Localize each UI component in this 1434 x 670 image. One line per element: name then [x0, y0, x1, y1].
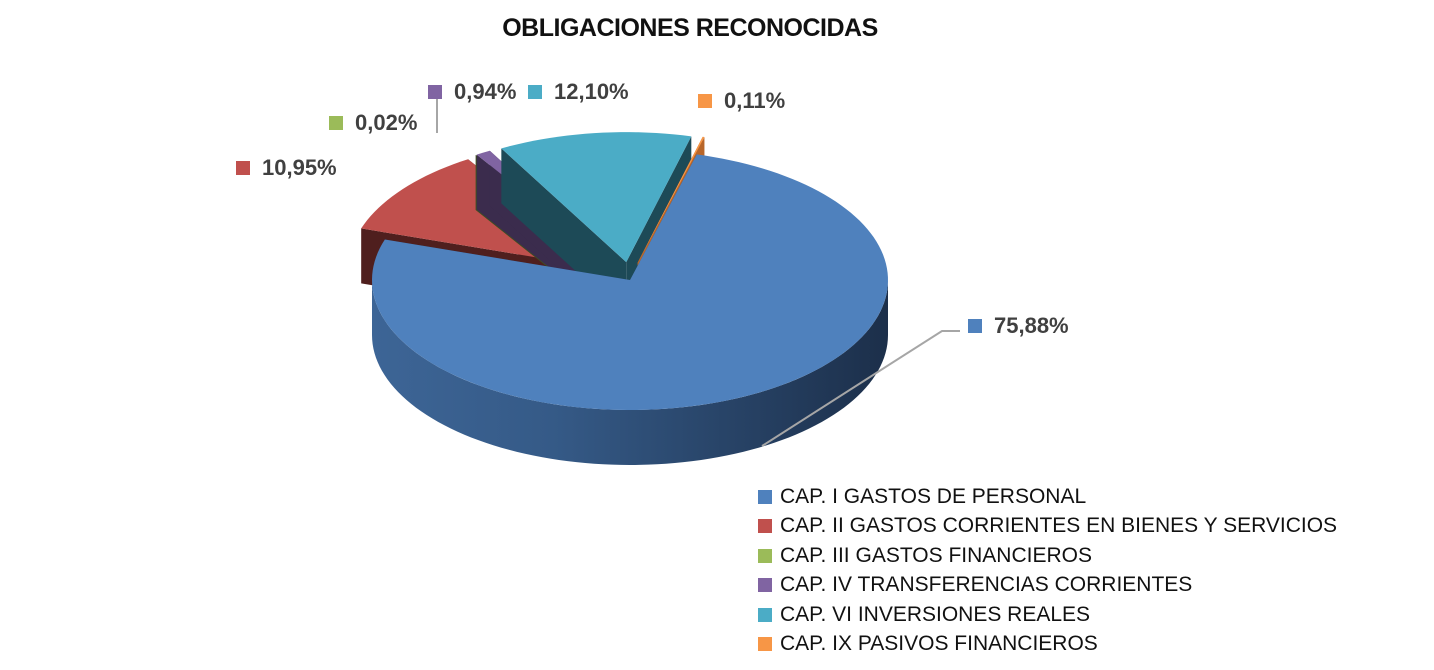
- slice-top: [637, 136, 705, 263]
- legend-label: CAP. IX PASIVOS FINANCIEROS: [780, 632, 1098, 656]
- legend-swatch: [758, 607, 772, 622]
- legend-label: CAP. III GASTOS FINANCIEROS: [780, 543, 1092, 567]
- legend-label: CAP. VI INVERSIONES REALES: [780, 602, 1091, 626]
- data-label-financieros: 0,02%: [329, 110, 417, 136]
- legend-label: CAP. IV TRANSFERENCIAS CORRIENTES: [780, 573, 1193, 597]
- data-label-pasivos: 0,11%: [698, 88, 785, 114]
- data-label-text: 0,94%: [454, 79, 517, 104]
- pie-slice-0: [372, 154, 888, 465]
- data-label-personal: 75,88%: [968, 313, 1069, 339]
- data-label-swatch: [698, 94, 712, 108]
- data-label-swatch: [329, 116, 343, 130]
- data-label-bienes-servicios: 10,95%: [236, 155, 337, 181]
- legend-item: CAP. VI INVERSIONES REALES: [758, 600, 1337, 630]
- legend-item: CAP. IV TRANSFERENCIAS CORRIENTES: [758, 571, 1337, 601]
- data-label-text: 0,02%: [355, 110, 418, 135]
- data-label-inversiones: 12,10%: [528, 79, 629, 105]
- legend-item: CAP. IX PASIVOS FINANCIEROS: [758, 630, 1337, 660]
- legend-swatch: [758, 489, 772, 504]
- data-label-text: 12,10%: [554, 79, 629, 104]
- legend-item: CAP. III GASTOS FINANCIEROS: [758, 541, 1337, 571]
- legend: CAP. I GASTOS DE PERSONAL CAP. II GASTOS…: [758, 482, 1337, 659]
- data-label-text: 75,88%: [994, 313, 1069, 338]
- data-label-text: 0,11%: [724, 88, 786, 113]
- slice-top: [501, 132, 692, 263]
- data-label-swatch: [528, 85, 542, 99]
- legend-label: CAP. II GASTOS CORRIENTES EN BIENES Y SE…: [780, 514, 1338, 538]
- chart-title: OBLIGACIONES RECONOCIDAS: [502, 14, 878, 42]
- legend-swatch: [758, 548, 772, 563]
- data-label-text: 10,95%: [262, 155, 337, 180]
- data-label-swatch: [428, 85, 442, 99]
- data-label-swatch: [236, 161, 250, 175]
- data-label-transferencias: 0,94%: [428, 79, 516, 105]
- legend-swatch: [758, 637, 772, 652]
- slice-top: [372, 154, 888, 410]
- slice-outer-wall: [372, 280, 888, 465]
- legend-swatch: [758, 578, 772, 593]
- legend-swatch: [758, 519, 772, 534]
- legend-label: CAP. I GASTOS DE PERSONAL: [780, 484, 1087, 508]
- leader-line-personal: [761, 330, 960, 447]
- legend-item: CAP. II GASTOS CORRIENTES EN BIENES Y SE…: [758, 512, 1337, 542]
- data-label-swatch: [968, 319, 982, 333]
- legend-item: CAP. I GASTOS DE PERSONAL: [758, 482, 1337, 512]
